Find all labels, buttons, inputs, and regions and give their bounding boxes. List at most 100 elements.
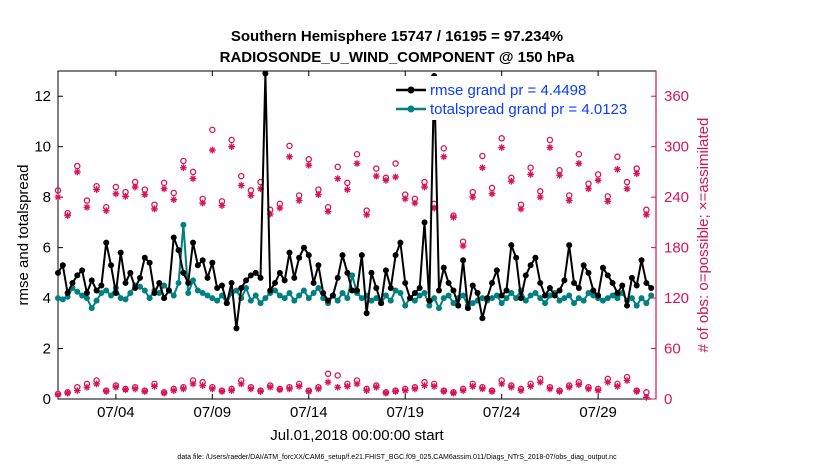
obs-low-assimilated-marker (237, 380, 245, 388)
obs-assimilated-marker (633, 170, 641, 178)
rmse-point (233, 325, 240, 332)
y-tick-label: 10 (34, 139, 51, 156)
y2-axis-label: # of obs: o=possible; ×=assimilated (695, 118, 712, 353)
rmse-point (223, 300, 230, 307)
rmse-point (595, 292, 602, 299)
rmse-point (450, 287, 457, 294)
totalspread-point (440, 295, 447, 302)
obs-assimilated-marker (237, 181, 245, 189)
rmse-point (426, 297, 433, 304)
rmse-point (281, 277, 288, 284)
rmse-point (190, 239, 197, 246)
totalspread-point (305, 295, 312, 302)
rmse-point (619, 282, 626, 289)
rmse-point (218, 282, 225, 289)
chart-title: Southern Hemisphere 15747 / 16195 = 97.2… (231, 28, 563, 45)
rmse-point (517, 295, 524, 302)
obs-low-assimilated-marker (189, 380, 197, 388)
legend-box (392, 76, 648, 120)
rmse-point (382, 267, 389, 274)
obs-possible-marker (623, 178, 631, 186)
totalspread-point (185, 290, 192, 297)
rmse-point (532, 254, 539, 261)
totalspread-point (136, 283, 143, 290)
totalspread-point (103, 287, 110, 294)
rmse-point (175, 247, 182, 254)
totalspread-point (431, 295, 438, 302)
obs-assimilated-marker (247, 192, 255, 199)
obs-possible-marker (209, 126, 216, 134)
rmse-point (276, 269, 283, 276)
rmse-point (489, 279, 496, 286)
totalspread-point (402, 302, 409, 309)
rmse-point (79, 267, 86, 274)
totalspread-point (79, 292, 86, 299)
totalspread-point (300, 287, 307, 294)
totalspread-point (262, 295, 269, 302)
totalspread-point (310, 290, 317, 297)
y-axis-label: rmse and totalspread (15, 165, 32, 306)
totalspread-point (175, 279, 182, 286)
obs-assimilated-marker (151, 205, 158, 213)
rmse-point (117, 249, 124, 256)
rmse-point (136, 274, 143, 281)
chart-subtitle: RADIOSONDE_U_WIND_COMPONENT @ 150 hPa (220, 49, 575, 66)
rmse-point (479, 315, 486, 322)
y2-tick-label: 60 (664, 341, 681, 358)
totalspread-point (257, 300, 264, 307)
x-axis: 07/04 07/09 07/14 07/19 07/24 07/29 (97, 71, 617, 421)
y-tick-label: 12 (34, 88, 51, 105)
totalspread-point (604, 295, 611, 302)
obs-possible-marker (344, 179, 351, 187)
obs-assimilated-marker (93, 186, 100, 193)
rmse-point (648, 284, 655, 291)
obs-low-assimilated-marker (208, 385, 216, 393)
obs-low-possible-marker (334, 372, 341, 379)
x-tick-label: 07/04 (97, 404, 135, 421)
totalspread-point (489, 295, 496, 302)
obs-assimilated-marker (507, 177, 515, 185)
totalspread-point (180, 221, 187, 228)
totalspread-point (204, 292, 211, 299)
totalspread-point (339, 290, 346, 297)
rmse-point (513, 254, 520, 261)
totalspread-point (233, 287, 240, 294)
obs-assimilated-marker (218, 202, 226, 209)
rmse-point (180, 269, 187, 276)
obs-assimilated-marker (450, 213, 457, 221)
obs-assimilated-marker (83, 203, 91, 211)
rmse-point (151, 290, 158, 297)
totalspread-point (392, 287, 399, 294)
rmse-point (464, 305, 471, 312)
obs-assimilated-marker (430, 204, 438, 212)
obs-possible-marker (112, 183, 120, 191)
obs-assimilated-marker (488, 190, 496, 198)
totalspread-point (358, 295, 365, 302)
rmse-point (339, 252, 346, 259)
obs-possible-marker (546, 136, 554, 144)
obs-assimilated-marker (372, 172, 380, 180)
obs-assimilated-marker (498, 144, 506, 151)
rmse-point (378, 300, 385, 307)
obs-low-assimilated-marker (623, 377, 631, 384)
totalspread-point (498, 300, 505, 307)
rmse-point (103, 239, 110, 246)
obs-assimilated-marker (122, 192, 129, 200)
totalspread-point (522, 297, 529, 304)
rmse-point (460, 257, 467, 264)
rmse-point (542, 292, 549, 299)
totalspread-point (334, 297, 341, 304)
obs-low-assimilated-marker (507, 383, 515, 391)
rmse-point (421, 219, 428, 226)
obs-low-assimilated-marker (179, 385, 187, 393)
rmse-point (194, 262, 201, 269)
obs-possible-marker (286, 142, 293, 150)
totalspread-point (614, 295, 621, 302)
totalspread-point (561, 295, 568, 302)
rmse-point (575, 284, 582, 291)
obs-possible-marker (353, 151, 361, 158)
rmse-point (305, 252, 312, 259)
obs-low-assimilated-marker (170, 387, 178, 394)
totalspread-point (156, 290, 163, 297)
